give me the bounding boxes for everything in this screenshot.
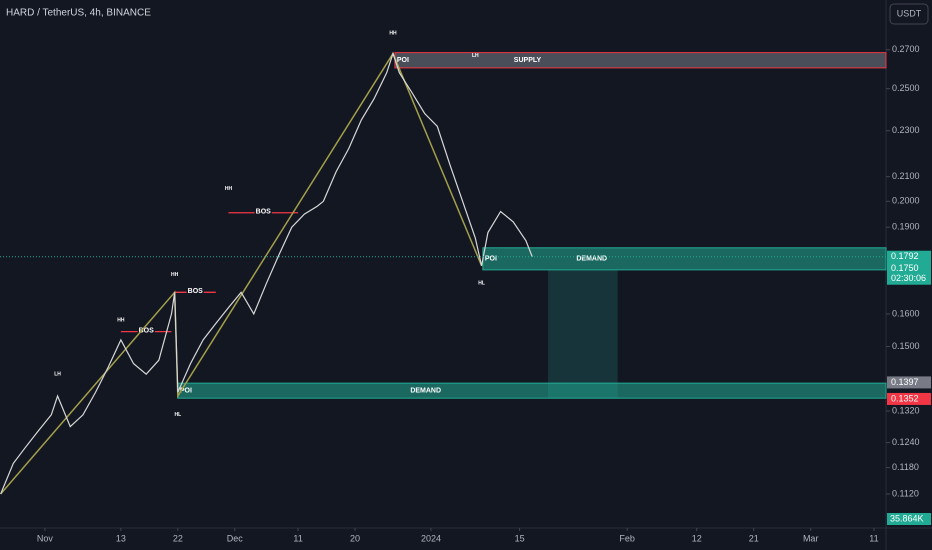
zone: [394, 52, 887, 69]
x-tick-label: 21: [749, 533, 759, 543]
x-tick-label: 12: [692, 533, 702, 543]
price-tag: [887, 262, 931, 275]
x-tick-label: 22: [173, 533, 183, 543]
x-tick-label: 11: [293, 533, 302, 543]
y-tick-label: 0.1240: [892, 437, 920, 447]
swing-label: HL: [478, 281, 485, 287]
x-tick-label: 11: [869, 533, 878, 543]
projection-box: [548, 269, 618, 399]
x-tick-label: 2024: [421, 533, 441, 543]
bos-label: BOS: [139, 327, 155, 334]
swing-label: LH: [54, 372, 61, 378]
volume-tag-label: 35.864K: [890, 513, 924, 523]
y-tick-label: 0.2700: [892, 44, 920, 54]
price-line: [0, 51, 533, 495]
y-tick-label: 0.1120: [892, 488, 919, 498]
swing-label: HL: [174, 412, 181, 418]
zigzag: [0, 51, 483, 495]
zone: [177, 382, 887, 399]
y-tick-label: 0.1500: [892, 341, 920, 351]
currency-button[interactable]: [889, 3, 929, 25]
x-tick-label: Nov: [37, 533, 54, 543]
x-tick-label: 20: [350, 533, 360, 543]
zone-label: SUPPLY: [514, 57, 542, 64]
price-tag-extra: 02:30:06: [891, 273, 926, 283]
y-tick-label: 0.1600: [892, 308, 920, 318]
zone-poi: POI: [180, 388, 192, 395]
price-tag-label: 0.1352: [891, 393, 919, 403]
x-tick-label: Feb: [619, 533, 635, 543]
price-tag: [887, 376, 931, 389]
price-tag: [887, 392, 931, 405]
volume-tag: [887, 513, 931, 525]
y-tick-label: 0.1320: [892, 405, 920, 415]
price-tag-label: 0.1750: [891, 263, 919, 273]
zone: [482, 247, 887, 271]
zone-poi: POI: [485, 256, 497, 263]
bos-label: BOS: [256, 209, 272, 216]
y-tick-label: 0.2000: [892, 196, 920, 206]
y-tick-label: 0.1900: [892, 222, 920, 232]
swing-label: HH: [389, 31, 397, 37]
zone-label: DEMAND: [410, 388, 441, 395]
currency[interactable]: USDT: [897, 8, 922, 18]
x-tick-label: 13: [116, 533, 126, 543]
y-tick-label: 0.1180: [892, 462, 919, 472]
bos-label: BOS: [188, 288, 204, 295]
price-tag-label: 0.1792: [891, 251, 919, 261]
price-tag-label: 0.1397: [891, 377, 919, 387]
y-tick-label: 0.2100: [892, 171, 920, 181]
y-tick-label: 0.2500: [892, 83, 920, 93]
x-tick-label: Mar: [803, 533, 819, 543]
zone-label: DEMAND: [576, 256, 607, 263]
y-tick-label: 0.2300: [892, 125, 920, 135]
swing-label: HH: [225, 186, 233, 192]
swing-label: HH: [117, 318, 125, 324]
x-tick-label: Dec: [227, 533, 244, 543]
zone-poi: POI: [397, 57, 409, 64]
swing-label: LH: [472, 53, 479, 59]
x-tick-label: 15: [515, 533, 525, 543]
swing-label: HH: [171, 272, 179, 278]
chart-title: HARD / TetherUS, 4h, BINANCE: [6, 8, 151, 19]
